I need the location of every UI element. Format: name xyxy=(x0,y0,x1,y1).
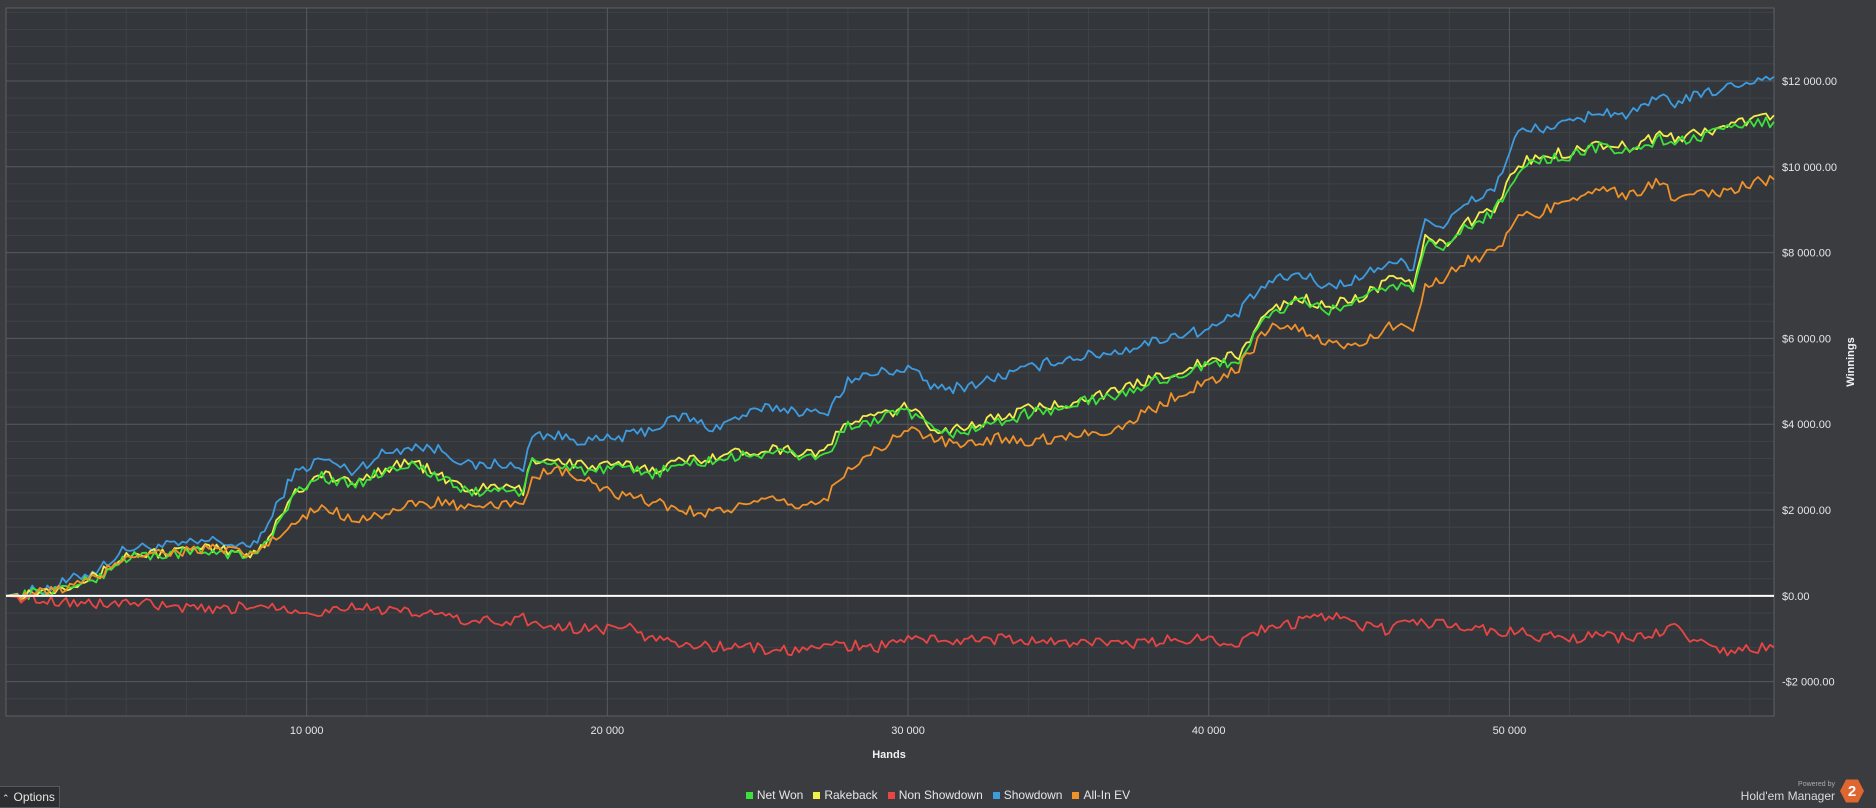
legend-item-non-showdown[interactable]: Non Showdown xyxy=(887,788,983,802)
x-axis-title: Hands xyxy=(872,749,906,761)
series-line-all-in-ev xyxy=(5,175,1775,601)
legend-swatch xyxy=(992,791,1000,799)
brand-logo: Powered by Hold'em Manager 2 xyxy=(1741,776,1864,806)
legend-label: Net Won xyxy=(756,788,804,802)
series-line-non-showdown xyxy=(5,592,1775,657)
legend: Net Won Rakeback Non Showdown Showdown A… xyxy=(0,788,1876,802)
y-tick-label: $6 000.00 xyxy=(1782,333,1831,345)
series-layer xyxy=(5,75,1775,657)
series-line-rakeback xyxy=(5,112,1775,601)
legend-label: Showdown xyxy=(1003,788,1063,802)
y-tick-label: $4 000.00 xyxy=(1782,419,1831,431)
plot-area xyxy=(6,8,1774,716)
legend-swatch xyxy=(887,791,895,799)
legend-label: Non Showdown xyxy=(898,788,983,802)
legend-item-rakeback[interactable]: Rakeback xyxy=(813,788,878,802)
plot-border xyxy=(5,7,1775,717)
x-tick-label: 20 000 xyxy=(591,725,625,737)
powered-by-text: Powered by xyxy=(1798,780,1835,788)
x-axis-ticks: 10 000 20 000 30 000 40 000 50 000 xyxy=(290,725,1526,737)
legend-swatch xyxy=(1072,791,1080,799)
y-axis-title: Winnings xyxy=(1845,337,1857,386)
hem2-logo-icon: 2 xyxy=(1840,779,1864,803)
legend-item-net-won[interactable]: Net Won xyxy=(745,788,804,802)
series-line-showdown xyxy=(5,75,1775,600)
y-axis-ticks: -$2 000.00 $0.00 $2 000.00 $4 000.00 $6 000.… xyxy=(1782,76,1837,689)
legend-label: Rakeback xyxy=(824,788,878,802)
x-tick-label: 40 000 xyxy=(1192,725,1226,737)
chevron-up-icon: ⌃ xyxy=(2,793,10,803)
y-tick-label: $0.00 xyxy=(1782,591,1810,603)
x-tick-label: 10 000 xyxy=(290,725,324,737)
y-tick-label: $10 000.00 xyxy=(1782,162,1837,174)
legend-label: All-In EV xyxy=(1083,788,1131,802)
y-tick-label: $8 000.00 xyxy=(1782,248,1831,260)
series-line-net-won xyxy=(5,116,1775,601)
legend-swatch xyxy=(745,791,753,799)
y-tick-label: -$2 000.00 xyxy=(1782,677,1835,689)
brand-name: Hold'em Manager xyxy=(1740,788,1835,803)
legend-swatch xyxy=(813,791,821,799)
x-tick-label: 50 000 xyxy=(1493,725,1527,737)
options-label: Options xyxy=(13,790,55,804)
legend-item-all-in-ev[interactable]: All-In EV xyxy=(1072,788,1130,802)
y-tick-label: $2 000.00 xyxy=(1782,505,1831,517)
options-button[interactable]: ⌃ Options xyxy=(0,786,60,808)
legend-item-showdown[interactable]: Showdown xyxy=(992,788,1063,802)
x-tick-label: 30 000 xyxy=(891,725,925,737)
y-tick-label: $12 000.00 xyxy=(1782,76,1837,88)
